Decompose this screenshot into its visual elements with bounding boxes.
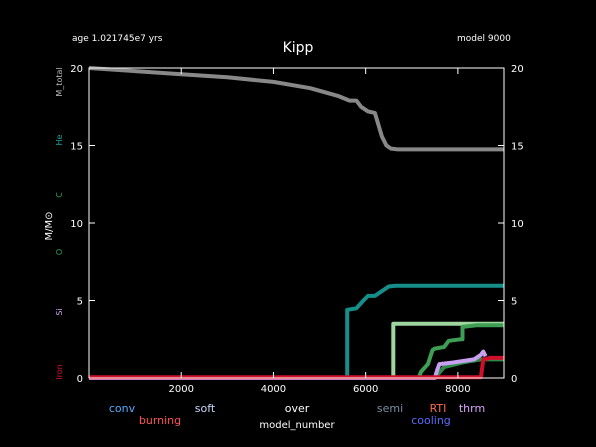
legend-semi: semi	[377, 402, 403, 415]
model-label: model 9000	[457, 34, 511, 44]
side-label-m-total: M_total	[55, 67, 64, 96]
side-label-c: C	[55, 192, 64, 198]
x-tick-label: 2000	[168, 384, 193, 395]
plot-frame	[88, 67, 505, 379]
age-label: age 1.021745e7 yrs	[72, 34, 163, 44]
x-tick-label: 8000	[445, 384, 470, 395]
legend-over: over	[285, 402, 310, 415]
y-tick-label-right: 20	[511, 64, 524, 75]
y-tick-label-left: 5	[77, 297, 83, 308]
y-tick-label-right: 10	[511, 219, 524, 230]
y-tick-label-left: 10	[70, 219, 83, 230]
y-tick-label-left: 20	[70, 64, 83, 75]
legend-burning: burning	[139, 414, 181, 427]
chart-title: Kipp	[282, 40, 314, 56]
series-c-inner	[89, 323, 504, 380]
x-tick-label: 4000	[261, 384, 286, 395]
legend-cooling: cooling	[411, 414, 451, 427]
y-axis-label: M/M⊙	[44, 211, 55, 240]
y-tick-label-left: 0	[77, 374, 83, 385]
legend-rti: RTI	[430, 402, 447, 415]
legend-thrm: thrm	[459, 402, 485, 415]
side-label-iron: Iron	[55, 364, 64, 379]
side-label-o: O	[55, 249, 64, 255]
series-m-total	[88, 66, 504, 152]
series-he	[89, 283, 504, 380]
legend-soft: soft	[195, 402, 216, 415]
y-tick-label-left: 15	[70, 142, 83, 153]
y-tick-label-right: 0	[511, 374, 517, 385]
series-iron	[89, 355, 504, 380]
side-label-he: He	[55, 134, 64, 145]
y-tick-label-right: 5	[511, 297, 517, 308]
x-axis-label: model_number	[259, 420, 335, 431]
legend-conv: conv	[109, 402, 136, 415]
x-tick-label: 6000	[353, 384, 378, 395]
y-tick-label-right: 15	[511, 142, 524, 153]
side-label-si: Si	[55, 308, 64, 315]
